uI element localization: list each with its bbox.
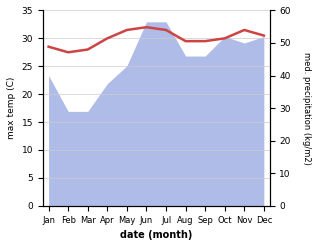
Y-axis label: max temp (C): max temp (C) [7,77,16,139]
X-axis label: date (month): date (month) [120,230,192,240]
Y-axis label: med. precipitation (kg/m2): med. precipitation (kg/m2) [302,52,311,165]
